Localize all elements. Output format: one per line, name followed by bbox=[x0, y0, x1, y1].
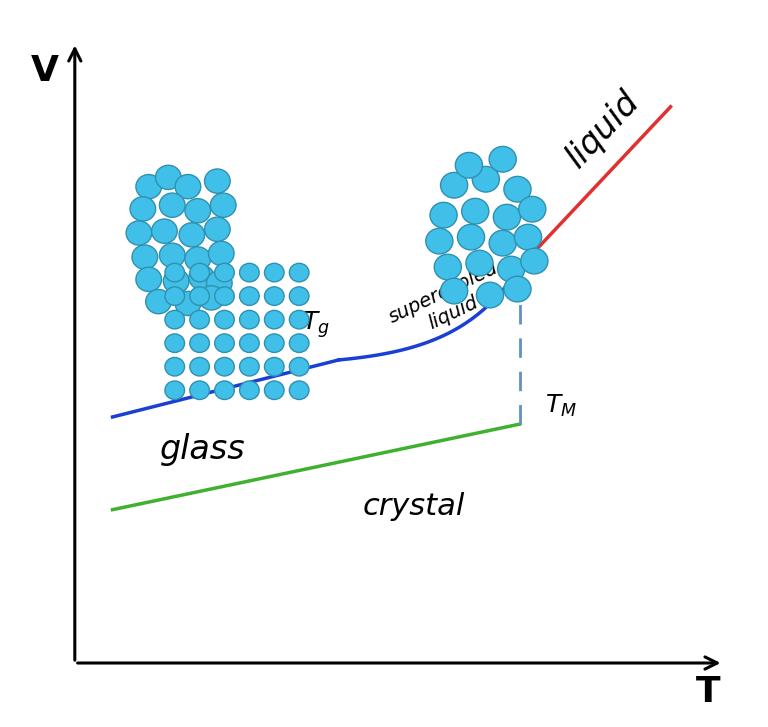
Circle shape bbox=[215, 381, 234, 400]
Circle shape bbox=[240, 381, 259, 400]
Circle shape bbox=[190, 263, 210, 282]
Circle shape bbox=[151, 219, 177, 244]
Circle shape bbox=[441, 172, 468, 198]
Circle shape bbox=[264, 381, 284, 400]
Circle shape bbox=[290, 334, 309, 353]
Circle shape bbox=[425, 228, 453, 254]
Circle shape bbox=[434, 254, 462, 280]
Circle shape bbox=[489, 230, 516, 256]
Circle shape bbox=[207, 271, 232, 295]
Circle shape bbox=[472, 166, 499, 192]
Circle shape bbox=[264, 287, 284, 305]
Circle shape bbox=[155, 165, 181, 190]
Circle shape bbox=[215, 334, 234, 353]
Circle shape bbox=[204, 217, 230, 241]
Circle shape bbox=[190, 334, 210, 353]
Circle shape bbox=[160, 193, 185, 217]
Circle shape bbox=[136, 268, 161, 292]
Circle shape bbox=[165, 310, 184, 329]
Text: T: T bbox=[696, 675, 720, 709]
Circle shape bbox=[240, 334, 259, 353]
Circle shape bbox=[190, 287, 210, 305]
Circle shape bbox=[132, 245, 157, 269]
Circle shape bbox=[504, 276, 531, 302]
Circle shape bbox=[240, 263, 259, 282]
Circle shape bbox=[264, 334, 284, 353]
Circle shape bbox=[165, 381, 184, 400]
Circle shape bbox=[476, 282, 504, 308]
Circle shape bbox=[493, 204, 521, 230]
Circle shape bbox=[240, 287, 259, 305]
Circle shape bbox=[462, 198, 488, 224]
Circle shape bbox=[215, 263, 234, 282]
Circle shape bbox=[215, 358, 234, 376]
Circle shape bbox=[208, 241, 234, 265]
Circle shape bbox=[175, 174, 200, 198]
Text: glass: glass bbox=[161, 433, 246, 465]
Circle shape bbox=[458, 225, 485, 250]
Text: $T_M$: $T_M$ bbox=[545, 393, 578, 419]
Circle shape bbox=[165, 287, 184, 305]
Circle shape bbox=[190, 381, 210, 400]
Text: crystal: crystal bbox=[363, 491, 465, 521]
Circle shape bbox=[290, 263, 309, 282]
Circle shape bbox=[441, 278, 468, 304]
Circle shape bbox=[126, 221, 152, 245]
Circle shape bbox=[290, 381, 309, 400]
Circle shape bbox=[164, 269, 189, 293]
Circle shape bbox=[264, 263, 284, 282]
Circle shape bbox=[185, 247, 210, 271]
Circle shape bbox=[204, 169, 230, 193]
Text: liquid: liquid bbox=[559, 86, 646, 174]
Circle shape bbox=[190, 358, 210, 376]
Circle shape bbox=[504, 177, 531, 202]
Text: V: V bbox=[31, 54, 58, 88]
Text: supercooled
liquid: supercooled liquid bbox=[386, 259, 511, 348]
Circle shape bbox=[199, 286, 224, 310]
Circle shape bbox=[489, 146, 516, 172]
Text: $T_g$: $T_g$ bbox=[303, 309, 330, 340]
Circle shape bbox=[455, 153, 482, 178]
Circle shape bbox=[215, 310, 234, 329]
Circle shape bbox=[160, 243, 185, 268]
Circle shape bbox=[179, 222, 205, 247]
Circle shape bbox=[240, 358, 259, 376]
Circle shape bbox=[264, 358, 284, 376]
Circle shape bbox=[466, 250, 493, 276]
Circle shape bbox=[165, 358, 184, 376]
Circle shape bbox=[521, 248, 548, 274]
Circle shape bbox=[215, 287, 234, 305]
Circle shape bbox=[189, 265, 214, 289]
Circle shape bbox=[518, 196, 546, 222]
Circle shape bbox=[165, 263, 184, 282]
Circle shape bbox=[190, 310, 210, 329]
Circle shape bbox=[136, 174, 161, 198]
Circle shape bbox=[185, 198, 210, 223]
Circle shape bbox=[498, 256, 525, 282]
Circle shape bbox=[240, 310, 259, 329]
Circle shape bbox=[515, 225, 541, 250]
Circle shape bbox=[146, 289, 171, 314]
Circle shape bbox=[264, 310, 284, 329]
Circle shape bbox=[430, 202, 457, 228]
Circle shape bbox=[290, 310, 309, 329]
Circle shape bbox=[130, 197, 156, 221]
Circle shape bbox=[290, 287, 309, 305]
Circle shape bbox=[175, 292, 200, 316]
Circle shape bbox=[165, 334, 184, 353]
Circle shape bbox=[290, 358, 309, 376]
Circle shape bbox=[210, 193, 236, 217]
